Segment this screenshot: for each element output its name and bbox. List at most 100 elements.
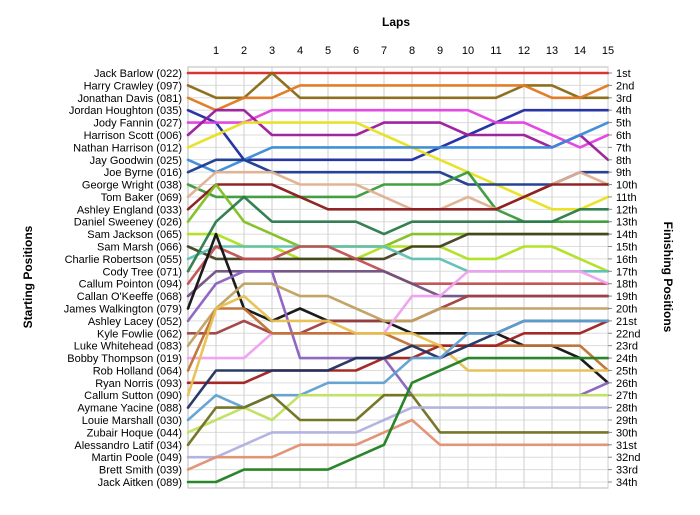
finish-position-label: 25th <box>616 365 637 377</box>
series-line-33 <box>186 418 610 471</box>
lap-tick-label: 1 <box>213 45 219 57</box>
finish-position-label: 13th <box>616 217 637 229</box>
series-line-27 <box>186 294 610 397</box>
finish-position-label: 18th <box>616 279 637 291</box>
series-line-34 <box>186 356 610 484</box>
finish-position-label: 23rd <box>616 341 638 353</box>
finish-position-label: 5th <box>616 118 631 130</box>
driver-label: Jonathan Davis (081) <box>77 93 182 105</box>
driver-label: Kyle Fowlie (062) <box>97 328 182 340</box>
lap-tick-label: 3 <box>269 45 275 57</box>
driver-label: Daniel Sweeney (026) <box>74 217 182 229</box>
series-line-2 <box>186 71 610 100</box>
finish-position-label: 33rd <box>616 465 638 477</box>
series-line-5 <box>186 108 610 149</box>
finish-position-label: 9th <box>616 167 631 179</box>
lap-tick-label: 9 <box>437 45 443 57</box>
series-line-24 <box>186 269 610 360</box>
driver-label: Charlie Robertson (055) <box>65 254 182 266</box>
driver-label: Bobby Thompson (019) <box>67 353 182 365</box>
finish-position-label: 26th <box>616 378 637 390</box>
finish-position-label: 8th <box>616 155 631 167</box>
driver-label: Alessandro Latif (034) <box>74 440 182 452</box>
driver-label: Callum Pointon (094) <box>79 279 182 291</box>
driver-label: Brett Smith (039) <box>99 465 182 477</box>
finish-position-label: 14th <box>616 229 637 241</box>
lap-tick-label: 15 <box>602 45 614 57</box>
driver-label: Ashley Lacey (052) <box>88 316 182 328</box>
driver-label: Joe Byrne (016) <box>104 167 182 179</box>
series-line-12 <box>186 183 610 211</box>
driver-label: Zubair Hoque (044) <box>87 427 182 439</box>
series-line-9 <box>186 158 610 186</box>
lap-tick-label: 13 <box>546 45 558 57</box>
finish-position-label: 12th <box>616 204 637 216</box>
driver-label: Callum Sutton (090) <box>84 390 182 402</box>
series-line-26 <box>186 319 610 385</box>
lap-tick-label: 12 <box>518 45 530 57</box>
finish-position-label: 21st <box>616 316 637 328</box>
driver-label: Cody Tree (071) <box>103 266 182 278</box>
series-line-17 <box>186 195 610 273</box>
x-axis-title: Laps <box>382 15 410 29</box>
finish-position-label: 31st <box>616 440 637 452</box>
lap-tick-label: 11 <box>490 45 501 57</box>
driver-label: Martin Poole (049) <box>92 452 183 464</box>
y-axis-left-title: Starting Positions <box>21 225 35 328</box>
finish-position-label: 7th <box>616 142 631 154</box>
series-line-31 <box>186 393 610 447</box>
finish-position-label: 27th <box>616 390 637 402</box>
driver-label: Rob Holland (064) <box>93 365 182 377</box>
lap-tick-label: 10 <box>462 45 474 57</box>
series-line-25 <box>186 307 610 372</box>
series-layer <box>186 71 610 484</box>
lap-tick-label: 2 <box>241 45 247 57</box>
finish-position-label: 20th <box>616 303 637 315</box>
driver-label: Jody Fannin (027) <box>93 118 182 130</box>
driver-label: Harry Crawley (097) <box>84 80 182 92</box>
driver-label: Callan O'Keeffe (068) <box>77 291 182 303</box>
series-line-23 <box>186 282 610 348</box>
driver-label: Nathan Harrison (012) <box>73 142 182 154</box>
finish-position-label: 1st <box>616 68 631 80</box>
lap-tick-label: 4 <box>297 45 303 57</box>
finish-position-label: 2nd <box>616 80 634 92</box>
series-line-4 <box>186 108 610 162</box>
driver-label: Jack Aitken (089) <box>98 477 182 489</box>
lap-tick-label: 5 <box>325 45 331 57</box>
finish-position-label: 32nd <box>616 452 640 464</box>
finish-position-label: 29th <box>616 415 637 427</box>
lap-tick-label: 14 <box>574 45 586 57</box>
finish-position-label: 22nd <box>616 328 640 340</box>
lap-tick-label: 8 <box>409 45 415 57</box>
driver-label: Luke Whitehead (083) <box>74 341 182 353</box>
driver-label: Jordan Houghton (035) <box>69 105 182 117</box>
driver-label: Jay Goodwin (025) <box>90 155 182 167</box>
series-line-8 <box>186 121 610 174</box>
finish-position-label: 30th <box>616 427 637 439</box>
finish-position-label: 11th <box>616 192 637 204</box>
driver-label: Tom Baker (069) <box>101 192 182 204</box>
driver-label: Louie Marshall (030) <box>82 415 182 427</box>
finish-position-label: 6th <box>616 130 631 142</box>
finish-position-label: 16th <box>616 254 637 266</box>
driver-label: Sam Jackson (065) <box>87 229 182 241</box>
finish-position-label: 10th <box>616 180 637 192</box>
driver-label: Harrison Scott (006) <box>84 130 182 142</box>
finish-position-label: 34th <box>616 477 637 489</box>
driver-label: Jack Barlow (022) <box>94 68 182 80</box>
lap-tick-label: 7 <box>381 45 387 57</box>
y-axis-right-title: Finishing Positions <box>661 222 675 333</box>
finish-position-label: 15th <box>616 242 637 254</box>
driver-label: James Walkington (079) <box>64 303 182 315</box>
finish-position-label: 17th <box>616 266 637 278</box>
finish-position-label: 3rd <box>616 93 632 105</box>
series-line-7 <box>186 121 610 211</box>
driver-label: Aymane Yacine (088) <box>77 403 182 415</box>
finish-position-label: 24th <box>616 353 637 365</box>
lap-tick-label: 6 <box>353 45 359 57</box>
driver-label: Ashley England (033) <box>77 204 182 216</box>
